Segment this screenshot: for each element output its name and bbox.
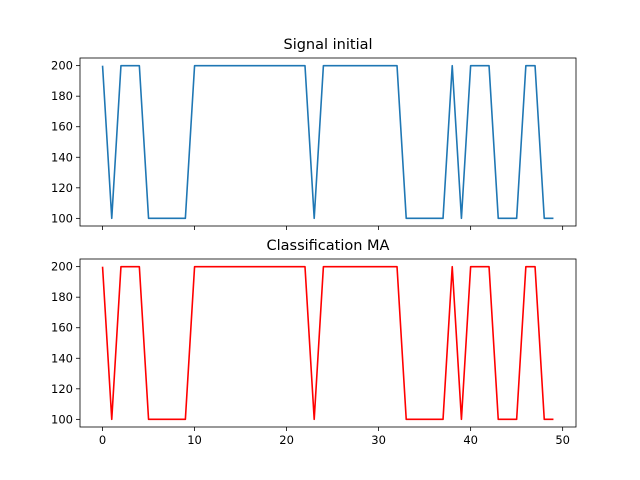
x-tick-label: 0 (99, 433, 106, 447)
series-line (101, 64, 554, 220)
y-tick-label: 140 (51, 150, 73, 164)
plot-area: 100 120 140 160 180 200 0 10 20 30 40 50 (51, 258, 577, 447)
y-tick-label: 160 (51, 321, 73, 335)
y-tick-label: 100 (51, 412, 73, 426)
y-tick-label: 120 (51, 382, 73, 396)
y-tick-label: 100 (51, 211, 73, 225)
chart-title: Signal initial (283, 37, 372, 53)
x-tick-label: 10 (187, 433, 202, 447)
x-tick-label: 20 (279, 433, 294, 447)
series-line (101, 265, 554, 421)
x-tick-label: 50 (555, 433, 570, 447)
y-tick-label: 180 (51, 290, 73, 304)
axes-frame (79, 258, 577, 428)
x-tick-label: 30 (371, 433, 386, 447)
panel-classification-ma: Classification MA 100 120 140 160 180 200 0 10 2… (51, 238, 577, 447)
y-tick-label: 160 (51, 120, 73, 134)
y-tick-label: 200 (51, 59, 73, 73)
axes-frame (79, 57, 577, 227)
panel-signal-initial: Signal initial 100 120 140 160 180 200 (51, 37, 577, 230)
x-tick-label: 40 (463, 433, 478, 447)
y-tick-label: 180 (51, 89, 73, 103)
y-tick-label: 140 (51, 351, 73, 365)
chart-title: Classification MA (267, 238, 390, 254)
y-tick-label: 120 (51, 181, 73, 195)
y-tick-label: 200 (51, 260, 73, 274)
plot-area: 100 120 140 160 180 200 (51, 57, 577, 230)
